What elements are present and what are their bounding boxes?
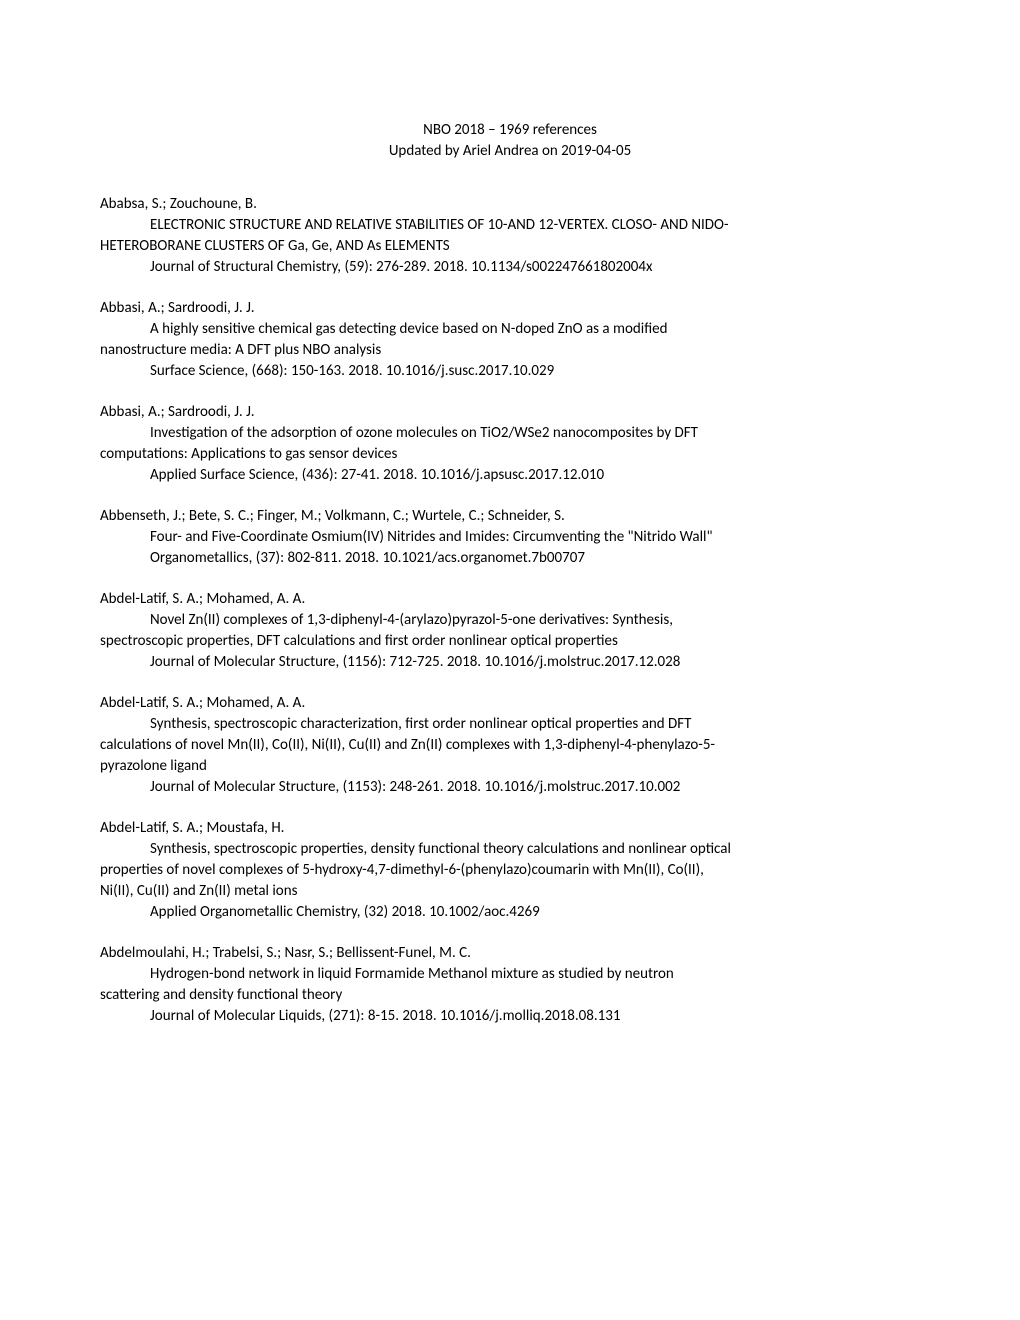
reference-title-line: Synthesis, spectroscopic characterizatio…	[100, 714, 920, 735]
reference-title-line: Four- and Five-Coordinate Osmium(IV) Nit…	[100, 527, 920, 548]
reference-title-line: nanostructure media: A DFT plus NBO anal…	[100, 340, 920, 361]
reference-citation: Journal of Molecular Structure, (1156): …	[100, 652, 920, 673]
reference-entry: Abdelmoulahi, H.; Trabelsi, S.; Nasr, S.…	[100, 943, 920, 1027]
reference-citation: Applied Surface Science, (436): 27-41. 2…	[100, 465, 920, 486]
reference-citation: Journal of Molecular Liquids, (271): 8-1…	[100, 1006, 920, 1027]
reference-authors: Abdelmoulahi, H.; Trabelsi, S.; Nasr, S.…	[100, 943, 920, 964]
reference-title-line: Investigation of the adsorption of ozone…	[100, 423, 920, 444]
reference-title-line: spectroscopic properties, DFT calculatio…	[100, 631, 920, 652]
reference-title-line: calculations of novel Mn(II), Co(II), Ni…	[100, 735, 920, 756]
reference-citation: Organometallics, (37): 802-811. 2018. 10…	[100, 548, 920, 569]
reference-title-line: computations: Applications to gas sensor…	[100, 444, 920, 465]
reference-entry: Abdel-Latif, S. A.; Mohamed, A. A. Novel…	[100, 589, 920, 673]
reference-entry: Abbasi, A.; Sardroodi, J. J. A highly se…	[100, 298, 920, 382]
reference-authors: Abbasi, A.; Sardroodi, J. J.	[100, 402, 920, 423]
reference-citation: Applied Organometallic Chemistry, (32) 2…	[100, 902, 920, 923]
document-header: NBO 2018 – 1969 references Updated by Ar…	[100, 120, 920, 162]
reference-authors: Ababsa, S.; Zouchoune, B.	[100, 194, 920, 215]
reference-entry: Ababsa, S.; Zouchoune, B. ELECTRONIC STR…	[100, 194, 920, 278]
reference-authors: Abdel-Latif, S. A.; Mohamed, A. A.	[100, 589, 920, 610]
reference-entry: Abdel-Latif, S. A.; Mohamed, A. A. Synth…	[100, 693, 920, 798]
reference-authors: Abbenseth, J.; Bete, S. C.; Finger, M.; …	[100, 506, 920, 527]
reference-entry: Abbasi, A.; Sardroodi, J. J. Investigati…	[100, 402, 920, 486]
reference-authors: Abdel-Latif, S. A.; Mohamed, A. A.	[100, 693, 920, 714]
reference-title-line: pyrazolone ligand	[100, 756, 920, 777]
reference-title-line: HETEROBORANE CLUSTERS OF Ga, Ge, AND As …	[100, 236, 920, 257]
reference-citation: Surface Science, (668): 150-163. 2018. 1…	[100, 361, 920, 382]
reference-entry: Abdel-Latif, S. A.; Moustafa, H. Synthes…	[100, 818, 920, 923]
reference-title-line: A highly sensitive chemical gas detectin…	[100, 319, 920, 340]
reference-citation: Journal of Structural Chemistry, (59): 2…	[100, 257, 920, 278]
reference-title-line: Hydrogen-bond network in liquid Formamid…	[100, 964, 920, 985]
reference-entry: Abbenseth, J.; Bete, S. C.; Finger, M.; …	[100, 506, 920, 569]
header-subtitle: Updated by Ariel Andrea on 2019-04-05	[100, 141, 920, 162]
reference-title-line: scattering and density functional theory	[100, 985, 920, 1006]
header-title: NBO 2018 – 1969 references	[100, 120, 920, 141]
reference-authors: Abbasi, A.; Sardroodi, J. J.	[100, 298, 920, 319]
reference-title-line: Novel Zn(II) complexes of 1,3-diphenyl-4…	[100, 610, 920, 631]
reference-title-line: ELECTRONIC STRUCTURE AND RELATIVE STABIL…	[100, 215, 920, 236]
reference-citation: Journal of Molecular Structure, (1153): …	[100, 777, 920, 798]
reference-title-line: Synthesis, spectroscopic properties, den…	[100, 839, 920, 860]
reference-title-line: Ni(II), Cu(II) and Zn(II) metal ions	[100, 881, 920, 902]
reference-title-line: properties of novel complexes of 5-hydro…	[100, 860, 920, 881]
reference-authors: Abdel-Latif, S. A.; Moustafa, H.	[100, 818, 920, 839]
